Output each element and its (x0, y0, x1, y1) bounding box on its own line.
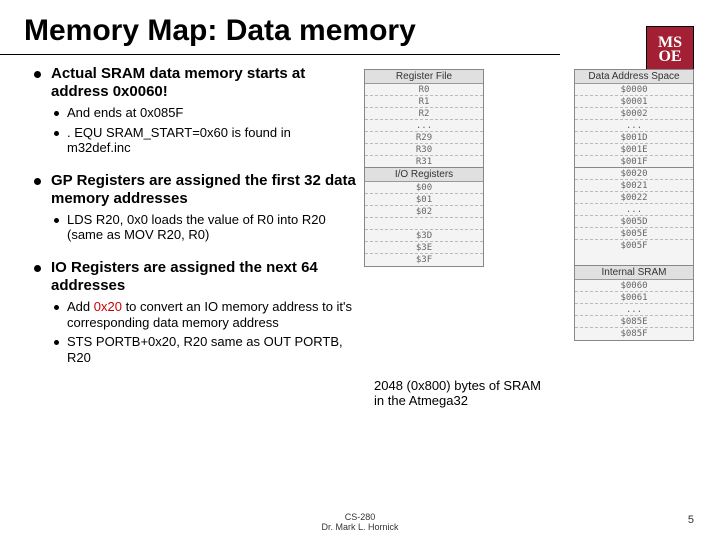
bullet-3: IO Registers are assigned the next 64 ad… (34, 259, 358, 295)
bullet-dot-icon (34, 265, 41, 272)
io-registers-box: I/O Registers $00$01$02 $3D$3E$3F (364, 167, 484, 267)
memory-cell: $001D (575, 132, 693, 144)
memory-cell: ... (575, 304, 693, 316)
bullet-2-text: GP Registers are assigned the first 32 d… (51, 172, 358, 208)
memory-cell: $3E (365, 242, 483, 254)
memory-cell: ... (575, 120, 693, 132)
bullet-dot-icon (54, 305, 59, 310)
bullet-1-sub-2: . EQU SRAM_START=0x60 is found in m32def… (54, 125, 358, 156)
register-file-header: Register File (365, 70, 483, 84)
sram-annotation: 2048 (0x800) bytes of SRAM in the Atmega… (374, 379, 544, 409)
memory-cell: R1 (365, 96, 483, 108)
memory-cell: $0002 (575, 108, 693, 120)
memory-cell: $3F (365, 254, 483, 266)
memory-cell: $001E (575, 144, 693, 156)
sub-text: LDS R20, 0x0 loads the value of R0 into … (67, 212, 326, 243)
memory-cell: ... (365, 120, 483, 132)
memory-cell: $085E (575, 316, 693, 328)
sub-text: Add 0x20 to convert an IO memory address… (67, 299, 358, 330)
data-address-header: Data Address Space (575, 70, 693, 84)
memory-cell: $005E (575, 228, 693, 240)
bullet-3-text: IO Registers are assigned the next 64 ad… (51, 259, 358, 295)
register-file-box: Register File R0R1R2...R29R30R31 (364, 69, 484, 169)
bullet-dot-icon (54, 131, 59, 136)
memory-cell: R29 (365, 132, 483, 144)
bullet-dot-icon (54, 340, 59, 345)
logo-line2: OE (658, 50, 681, 64)
sub-text: . EQU SRAM_START=0x60 is found in m32def… (67, 125, 358, 156)
memory-cell: $01 (365, 194, 483, 206)
bullet-1: Actual SRAM data memory starts at addres… (34, 65, 358, 101)
slide-title: Memory Map: Data memory (0, 0, 560, 55)
bullet-dot-icon (54, 218, 59, 223)
memory-cell: $0020 (575, 168, 693, 180)
bullet-content: Actual SRAM data memory starts at addres… (34, 65, 364, 365)
page-number: 5 (688, 514, 694, 526)
memory-cell: $005F (575, 240, 693, 252)
memory-cell: $0000 (575, 84, 693, 96)
footer-course: CS-280 (345, 512, 376, 522)
memory-cell: R2 (365, 108, 483, 120)
bullet-dot-icon (54, 111, 59, 116)
data-address-box-1: Data Address Space $0000$0001$0002...$00… (574, 69, 694, 169)
bullet-2-sub-1: LDS R20, 0x0 loads the value of R0 into … (54, 212, 358, 243)
memory-cell: $0061 (575, 292, 693, 304)
memory-cell: $00 (365, 182, 483, 194)
memory-cell: $0022 (575, 192, 693, 204)
bullet-dot-icon (34, 71, 41, 78)
memory-cell: $085F (575, 328, 693, 340)
footer: CS-280 Dr. Mark L. Hornick (0, 512, 720, 532)
bullet-3-sub-2: STS PORTB+0x20, R20 same as OUT PORTB, R… (54, 334, 358, 365)
memory-cell: $005D (575, 216, 693, 228)
footer-author: Dr. Mark L. Hornick (321, 522, 398, 532)
memory-cell: $02 (365, 206, 483, 218)
sub-text: STS PORTB+0x20, R20 same as OUT PORTB, R… (67, 334, 358, 365)
data-address-box-2: $0020$0021$0022...$005D$005E$005F (574, 167, 694, 267)
memory-cell: R30 (365, 144, 483, 156)
memory-cell: ... (575, 204, 693, 216)
internal-sram-box: Internal SRAM $0060$0061...$085E$085F (574, 265, 694, 341)
memory-cell: $3D (365, 230, 483, 242)
memory-cell: $0021 (575, 180, 693, 192)
bullet-2: GP Registers are assigned the first 32 d… (34, 172, 358, 208)
sub-text: And ends at 0x085F (67, 105, 183, 121)
memory-map-diagram: Register File R0R1R2...R29R30R31 Data Ad… (364, 65, 694, 365)
bullet-dot-icon (34, 178, 41, 185)
bullet-3-sub-1: Add 0x20 to convert an IO memory address… (54, 299, 358, 330)
bullet-1-text: Actual SRAM data memory starts at addres… (51, 65, 358, 101)
memory-cell (365, 218, 483, 230)
memory-cell: $0060 (575, 280, 693, 292)
internal-sram-header: Internal SRAM (575, 266, 693, 280)
io-registers-header: I/O Registers (365, 168, 483, 182)
bullet-1-sub-1: And ends at 0x085F (54, 105, 358, 121)
memory-cell: R0 (365, 84, 483, 96)
memory-cell: $0001 (575, 96, 693, 108)
